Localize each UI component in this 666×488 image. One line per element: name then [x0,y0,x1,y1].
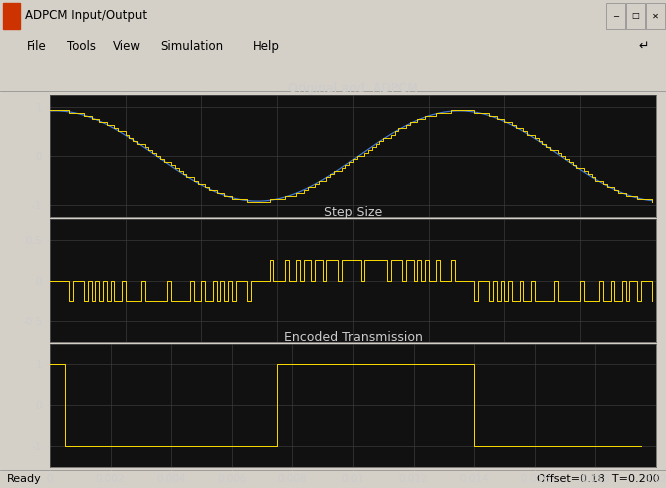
Text: Help: Help [253,40,280,53]
Bar [626,3,645,28]
Text: Ready: Ready [7,474,41,484]
Bar [3,3,20,28]
Title: Step Size: Step Size [324,206,382,219]
Bar [606,3,625,28]
Text: View: View [113,40,141,53]
Text: ─: ─ [613,11,618,20]
Title: Original and  ADPCM: Original and ADPCM [288,81,418,95]
Text: Tools: Tools [67,40,96,53]
Text: Simulation: Simulation [160,40,223,53]
Text: Offset=0.18  T=0.200: Offset=0.18 T=0.200 [537,474,659,484]
Text: ✕: ✕ [652,11,659,20]
Title: Encoded Transmission: Encoded Transmission [284,331,422,344]
Text: □: □ [631,11,639,20]
Bar [646,3,665,28]
Text: File: File [27,40,47,53]
Text: ADPCM Input/Output: ADPCM Input/Output [25,9,147,22]
Text: ↵: ↵ [639,40,649,53]
